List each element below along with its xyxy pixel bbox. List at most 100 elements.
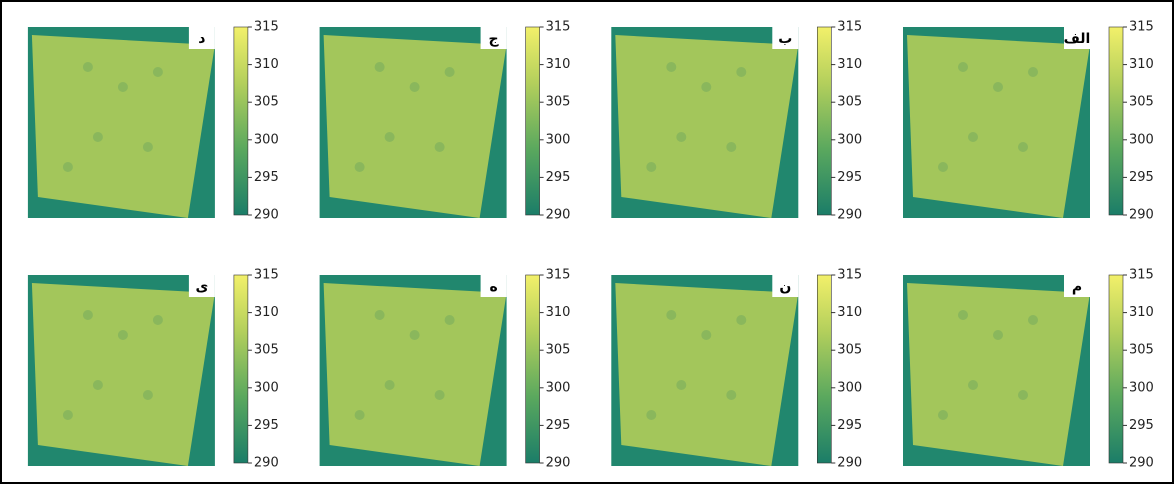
colorbar-tick-label: 295 xyxy=(1129,170,1154,185)
panel: م 290 295 300 305 310 315 xyxy=(903,268,1154,471)
colorbar-tick-label: 305 xyxy=(837,343,862,358)
map-area xyxy=(907,35,1090,218)
panel: ن 290 295 300 305 310 315 xyxy=(611,268,862,471)
colorbar-tick-label: 315 xyxy=(1129,268,1154,283)
map-area xyxy=(31,35,215,218)
map-spot xyxy=(82,310,93,320)
map-spot xyxy=(993,330,1003,340)
map-spot xyxy=(92,380,103,390)
label-box xyxy=(1064,27,1090,49)
map-spot xyxy=(444,67,455,77)
map-spot xyxy=(701,330,712,340)
map-spot xyxy=(152,315,163,325)
colorbar-tick-label: 295 xyxy=(837,418,862,433)
map-spot xyxy=(152,67,163,77)
colorbar-tick-label: 310 xyxy=(254,305,279,320)
map-spot xyxy=(384,132,395,142)
colorbar-tick-label: 300 xyxy=(254,380,279,395)
colorbar-tick-label: 305 xyxy=(254,343,279,358)
colorbar-tick-label: 295 xyxy=(254,170,279,185)
colorbar-tick-label: 305 xyxy=(1129,343,1154,358)
map-spot xyxy=(993,82,1003,92)
map-spot xyxy=(938,162,948,172)
colorbar-tick-label: 300 xyxy=(837,380,862,395)
map-spot xyxy=(1018,390,1028,400)
map-spot xyxy=(444,315,455,325)
map-spot xyxy=(117,82,128,92)
colorbar-tick-label: 300 xyxy=(1129,380,1154,395)
colorbar xyxy=(1108,26,1124,216)
colorbar-tick-label: 300 xyxy=(546,380,571,395)
colorbar-tick-label: 315 xyxy=(254,268,279,283)
colorbar-tick-label: 290 xyxy=(837,208,862,223)
panel: الف 290 295 300 305 310 315 xyxy=(903,20,1154,223)
colorbar-tick-label: 300 xyxy=(254,132,279,147)
colorbar-tick-label: 295 xyxy=(546,418,571,433)
colorbar-tick-label: 310 xyxy=(837,57,862,72)
map-spot xyxy=(938,410,948,420)
colorbar xyxy=(525,274,540,464)
colorbar-tick-label: 315 xyxy=(254,20,279,35)
panel-label: م xyxy=(1072,279,1082,295)
map-spot xyxy=(666,62,677,72)
map-area xyxy=(323,35,507,218)
map-spot xyxy=(736,67,747,77)
label-box xyxy=(772,27,799,49)
map-spot xyxy=(676,132,687,142)
colorbar xyxy=(1108,274,1124,464)
colorbar-tick-label: 290 xyxy=(837,456,862,471)
colorbar-tick-label: 310 xyxy=(546,305,571,320)
colorbar-tick-label: 295 xyxy=(1129,418,1154,433)
colorbar-tick-label: 310 xyxy=(1129,57,1154,72)
panel: د 290 295 300 305 310 315 xyxy=(27,20,279,223)
colorbar-tick-label: 310 xyxy=(1129,305,1154,320)
map-spot xyxy=(726,390,737,400)
label-box xyxy=(188,27,215,49)
colorbar-tick-label: 305 xyxy=(546,343,571,358)
colorbar-tick-label: 315 xyxy=(1129,20,1154,35)
colorbar-tick-label: 290 xyxy=(546,208,571,223)
panel-label: ج xyxy=(489,31,500,47)
map-area xyxy=(323,283,507,466)
panel-label: ب xyxy=(778,31,792,47)
colorbar-tick-label: 305 xyxy=(546,95,571,110)
colorbar-tick-label: 315 xyxy=(837,268,862,283)
map-spot xyxy=(646,162,657,172)
colorbar-tick-label: 295 xyxy=(837,170,862,185)
map-spot xyxy=(374,310,385,320)
map-spot xyxy=(1028,315,1038,325)
colorbar-tick-label: 300 xyxy=(1129,132,1154,147)
map-spot xyxy=(384,380,395,390)
map-spot xyxy=(646,410,657,420)
map-spot xyxy=(1018,142,1028,152)
colorbar-tick-label: 315 xyxy=(837,20,862,35)
colorbar xyxy=(525,26,540,216)
map-spot xyxy=(968,380,978,390)
panel: ه 290 295 300 305 310 315 xyxy=(319,268,571,471)
panel: ی 290 295 300 305 310 315 xyxy=(27,268,279,471)
colorbar-tick-label: 295 xyxy=(546,170,571,185)
map-area xyxy=(31,283,215,466)
map-area xyxy=(615,283,799,466)
colorbar-tick-label: 300 xyxy=(837,132,862,147)
map-spot xyxy=(82,62,93,72)
map-spot xyxy=(726,142,737,152)
map-spot xyxy=(142,390,153,400)
colorbar-tick-label: 305 xyxy=(254,95,279,110)
map-spot xyxy=(374,62,385,72)
colorbar-tick-label: 300 xyxy=(546,132,571,147)
map-spot xyxy=(958,310,968,320)
map-spot xyxy=(354,162,365,172)
colorbar-tick-label: 305 xyxy=(1129,95,1154,110)
colorbar-tick-label: 305 xyxy=(837,95,862,110)
panel-label: ه xyxy=(489,279,497,295)
colorbar-tick-label: 290 xyxy=(1129,208,1154,223)
colorbar xyxy=(233,26,249,216)
colorbar xyxy=(233,274,249,464)
panel: ب 290 295 300 305 310 315 xyxy=(611,20,862,223)
label-box xyxy=(480,275,507,297)
label-box xyxy=(188,275,215,297)
map-spot xyxy=(434,390,445,400)
colorbar-tick-label: 290 xyxy=(546,456,571,471)
